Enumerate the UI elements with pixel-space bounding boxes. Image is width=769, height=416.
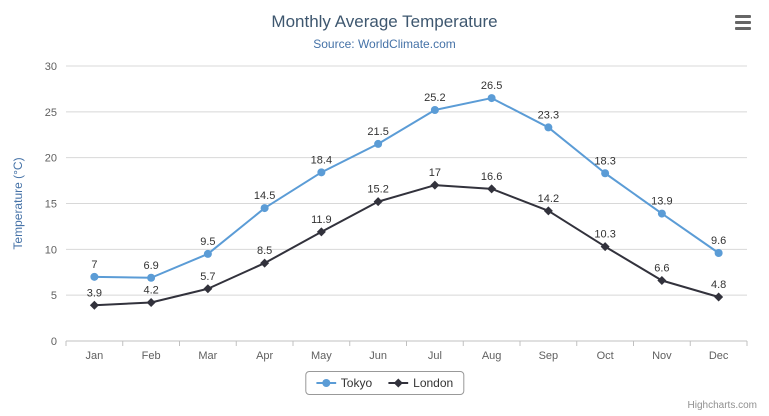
marker-tokyo[interactable] [714,249,723,257]
hamburger-menu-icon [735,14,751,18]
data-label-london: 15.2 [367,184,388,196]
data-label-london: 4.2 [143,285,158,297]
data-label-tokyo: 9.6 [711,235,726,247]
hamburger-menu-icon [735,26,751,30]
x-axis-label: Apr [256,350,273,362]
marker-tokyo[interactable] [487,94,496,103]
data-label-tokyo: 7 [91,259,97,271]
x-axis-label: Mar [198,350,217,362]
marker-tokyo[interactable] [147,273,156,282]
chart-subtitle: Source: WorldClimate.com [313,37,456,51]
legend-label-tokyo: Tokyo [340,376,373,390]
marker-london[interactable] [316,227,326,237]
context-menu-button[interactable] [731,12,755,32]
y-axis-tick-label: 5 [51,290,57,302]
x-axis-label: Oct [597,350,614,362]
marker-tokyo[interactable] [90,272,99,281]
x-axis-label: Dec [709,350,729,362]
data-label-tokyo: 23.3 [538,109,559,121]
marker-tokyo[interactable] [657,209,666,218]
data-label-tokyo: 13.9 [651,196,672,208]
marker-london[interactable] [600,242,610,252]
x-axis-label: May [311,350,332,362]
marker-tokyo[interactable] [203,249,212,258]
marker-tokyo[interactable] [374,139,383,148]
marker-london[interactable] [487,184,497,194]
legend-item-tokyo[interactable]: Tokyo [315,376,373,390]
x-axis-label: Nov [652,350,672,362]
y-axis-tick-label: 25 [45,107,57,119]
data-label-london: 4.8 [711,279,726,291]
hamburger-menu-icon [735,20,751,24]
data-label-london: 11.9 [311,214,332,226]
data-label-london: 5.7 [200,271,215,283]
data-label-london: 14.2 [538,193,559,205]
x-axis-label: Aug [482,350,502,362]
series-line-london [94,184,719,307]
y-axis-tick-label: 0 [51,336,57,348]
y-axis-title: Temperature (°C) [11,157,25,249]
legend: Tokyo London [304,371,465,395]
data-label-london: 10.3 [594,229,615,241]
x-axis-label: Jun [369,350,387,362]
y-axis-tick-label: 15 [45,199,57,211]
data-label-tokyo: 14.5 [254,190,275,202]
series-line-tokyo [94,97,720,279]
legend-marker-circle-icon [315,379,336,387]
marker-london[interactable] [543,206,553,216]
marker-london[interactable] [373,197,383,207]
marker-tokyo[interactable] [601,169,610,178]
marker-tokyo[interactable] [317,168,326,177]
marker-london[interactable] [146,298,156,307]
marker-london[interactable] [203,284,213,294]
y-axis-tick-label: 30 [45,61,57,73]
legend-marker-diamond-icon [388,378,409,388]
x-axis-label: Sep [539,350,559,362]
legend-label-london: London [413,376,454,390]
legend-item-london[interactable]: London [388,376,453,390]
data-label-london: 6.6 [654,263,669,275]
data-label-tokyo: 18.3 [594,155,615,167]
y-axis-tick-label: 10 [45,244,57,256]
marker-tokyo[interactable] [260,204,269,213]
marker-tokyo[interactable] [544,123,553,132]
data-label-tokyo: 9.5 [200,236,215,248]
x-axis-label: Jul [428,350,442,362]
data-label-london: 8.5 [257,245,272,257]
data-label-tokyo: 18.4 [311,154,332,166]
data-label-london: 16.6 [481,171,502,183]
credits-link[interactable]: Highcharts.com [687,400,757,411]
marker-london[interactable] [714,292,724,302]
marker-london[interactable] [657,276,667,285]
x-axis-label: Feb [142,350,161,362]
data-label-tokyo: 25.2 [424,92,445,104]
data-label-tokyo: 21.5 [367,126,388,138]
y-axis-tick-label: 20 [45,153,57,165]
data-label-london: 3.9 [87,287,102,299]
marker-london[interactable] [430,180,440,190]
chart-title: Monthly Average Temperature [271,12,498,31]
marker-london[interactable] [89,300,99,310]
data-label-london: 17 [429,167,441,179]
x-axis-label: Jan [86,350,104,362]
data-label-tokyo: 6.9 [143,260,158,272]
marker-london[interactable] [260,258,270,268]
marker-tokyo[interactable] [430,106,439,114]
data-label-tokyo: 26.5 [481,80,502,92]
